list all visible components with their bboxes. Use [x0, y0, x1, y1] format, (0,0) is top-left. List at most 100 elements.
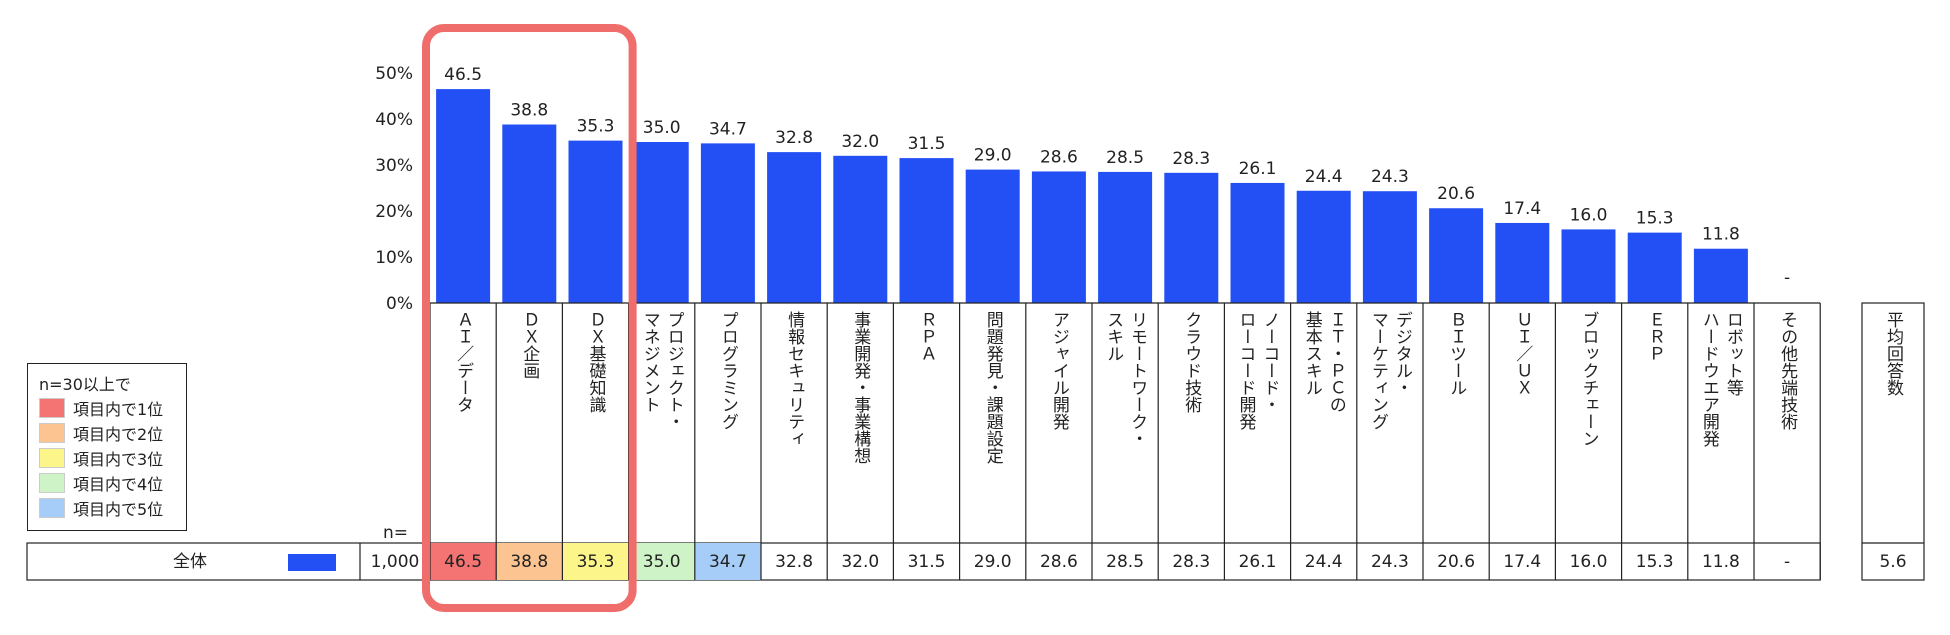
- bar-value-label: 24.4: [1305, 167, 1343, 187]
- bar-value-label: 17.4: [1503, 199, 1541, 219]
- bar: [1429, 208, 1484, 303]
- bar: [1296, 190, 1351, 303]
- rank-cell-fill: [694, 543, 761, 580]
- legend-item-label: 項目内で2位: [73, 425, 164, 444]
- bar-value-label: 24.3: [1371, 167, 1409, 187]
- rank-cell-fill: [562, 543, 629, 580]
- legend-item-label: 項目内で1位: [73, 400, 164, 419]
- category-label: その他先端技術: [1777, 311, 1798, 430]
- category-label: ノーコード・: [1260, 311, 1280, 413]
- legend-item: 項目内で2位: [39, 422, 163, 444]
- bar: [1230, 182, 1285, 303]
- bar-value-label: 32.0: [841, 132, 879, 152]
- bar-value-label: 38.8: [510, 101, 548, 121]
- rank-legend: n=30以上で 項目内で1位 項目内で2位 項目内で3位 項目内で4位 項目内で…: [27, 363, 187, 531]
- category-label: ＩＴ・ＰＣの: [1326, 311, 1346, 413]
- category-label: ＲＰＡ: [917, 311, 937, 362]
- legend-item: 項目内で4位: [39, 472, 163, 494]
- legend-swatch-3: [39, 448, 65, 468]
- table-cell: 29.0: [974, 552, 1012, 572]
- bar: [634, 142, 689, 303]
- table-cell: 35.3: [577, 552, 615, 572]
- bar-value-label: 29.0: [974, 146, 1012, 166]
- bar-value-label: -: [1784, 268, 1790, 288]
- y-tick-label: 0%: [386, 294, 413, 314]
- table-cell: 28.5: [1106, 552, 1144, 572]
- bar: [1495, 222, 1550, 303]
- bar: [1362, 191, 1417, 303]
- category-label: マネジメント: [640, 311, 660, 413]
- legend-item: 項目内で3位: [39, 447, 163, 469]
- category-label: リモートワーク・: [1127, 311, 1147, 447]
- bar: [436, 89, 491, 303]
- y-tick-label: 40%: [375, 110, 413, 130]
- bar: [1627, 232, 1682, 303]
- bar-value-label: 28.6: [1040, 147, 1078, 167]
- legend-swatch-5: [39, 498, 65, 518]
- bar-value-label: 35.3: [577, 117, 615, 137]
- category-label: 基本スキル: [1302, 311, 1323, 396]
- y-tick-label: 10%: [375, 248, 413, 268]
- table-cell: 16.0: [1570, 552, 1608, 572]
- bar-value-label: 11.8: [1702, 225, 1740, 245]
- bar-value-label: 32.8: [775, 128, 813, 148]
- legend-item: 項目内で1位: [39, 397, 163, 419]
- category-label: ＤＸ基礎知識: [586, 311, 607, 413]
- bar: [899, 158, 954, 303]
- table-cell: 32.8: [775, 552, 813, 572]
- bar: [1561, 229, 1616, 303]
- avg-header-label: 平均回答数: [1883, 311, 1904, 396]
- table-cell: 31.5: [908, 552, 946, 572]
- category-label: ハードウエア開発: [1699, 311, 1720, 448]
- table-cell: 17.4: [1503, 552, 1541, 572]
- avg-column-border: [1861, 302, 1925, 581]
- table-cell: 46.5: [444, 552, 482, 572]
- bar-value-label: 46.5: [444, 65, 482, 85]
- category-label: ＢＩツール: [1446, 311, 1466, 396]
- table-cell: 38.8: [510, 552, 548, 572]
- table-cell: 35.0: [643, 552, 681, 572]
- table-cell: 11.8: [1702, 552, 1740, 572]
- bar-value-label: 28.5: [1106, 148, 1144, 168]
- legend-item-label: 項目内で4位: [73, 475, 164, 494]
- category-label: アジャイル開発: [1049, 311, 1070, 431]
- row-label: 全体: [173, 552, 207, 572]
- category-label: スキル: [1103, 311, 1123, 362]
- rank-cell-fill: [496, 543, 563, 580]
- category-label: プロジェクト・: [664, 311, 684, 430]
- category-label: マーケティング: [1368, 311, 1388, 430]
- table-cell: 24.3: [1371, 552, 1409, 572]
- bar: [965, 169, 1020, 303]
- y-tick-label: 20%: [375, 202, 413, 222]
- table-cell: -: [1784, 552, 1790, 572]
- bar: [568, 140, 623, 303]
- legend-title: n=30以上で: [39, 375, 131, 394]
- bar: [833, 155, 888, 303]
- table-cell: 15.3: [1636, 552, 1674, 572]
- category-label: プログラミング: [718, 311, 738, 430]
- legend-item-label: 項目内で3位: [73, 450, 164, 469]
- avg-value: 5.6: [1879, 552, 1906, 572]
- table-cell: 24.4: [1305, 552, 1343, 572]
- bar: [502, 124, 557, 304]
- bar-value-label: 16.0: [1570, 205, 1608, 225]
- y-tick-label: 50%: [375, 64, 413, 84]
- category-label: 問題発見・課題設定: [983, 311, 1004, 464]
- category-label: ＤＸ企画: [519, 311, 540, 379]
- table-cell: 28.3: [1172, 552, 1210, 572]
- bar-value-label: 20.6: [1437, 184, 1475, 204]
- legend-item-label: 項目内で5位: [73, 500, 164, 519]
- table-cell: 26.1: [1239, 552, 1277, 572]
- bar: [767, 152, 822, 303]
- bar-value-label: 34.7: [709, 119, 747, 139]
- rank-cell-fill: [430, 543, 497, 580]
- legend-swatch-2: [39, 423, 65, 443]
- n-value: 1,000: [371, 552, 420, 572]
- category-label: ＡＩ／データ: [453, 311, 474, 413]
- legend-swatch-4: [39, 473, 65, 493]
- table-cell: 32.0: [841, 552, 879, 572]
- category-label: ＵＩ／ＵＸ: [1512, 311, 1533, 396]
- category-label: 情報セキュリティ: [784, 311, 805, 447]
- legend-swatch-1: [39, 398, 65, 418]
